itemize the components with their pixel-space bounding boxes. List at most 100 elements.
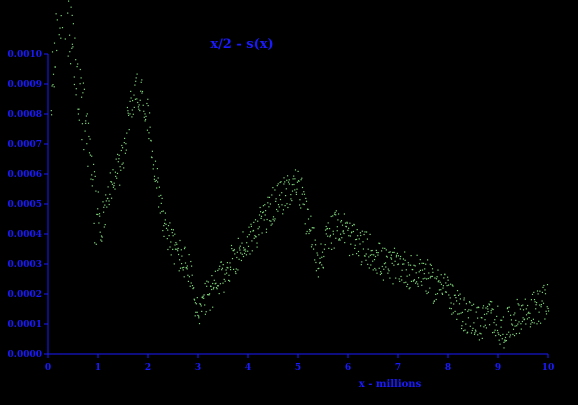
- data-point: [319, 261, 321, 263]
- data-point: [407, 283, 409, 285]
- data-point: [540, 322, 542, 324]
- data-point: [125, 143, 127, 145]
- data-point: [281, 192, 283, 194]
- data-point: [320, 243, 322, 245]
- data-point: [119, 184, 121, 186]
- data-point: [507, 307, 509, 309]
- data-point: [250, 225, 252, 227]
- data-point: [245, 254, 247, 256]
- data-point: [499, 343, 501, 345]
- data-point: [309, 230, 311, 232]
- data-point: [215, 287, 217, 289]
- y-tick-label: 0.0009: [8, 80, 42, 90]
- data-point: [429, 287, 431, 289]
- data-point: [265, 210, 267, 212]
- data-point: [531, 293, 534, 295]
- data-point: [151, 150, 153, 152]
- data-point: [141, 79, 143, 81]
- data-point: [329, 236, 331, 238]
- data-point: [432, 302, 434, 304]
- y-tick-label: 0.0006: [8, 170, 42, 180]
- data-point: [410, 264, 412, 266]
- data-point: [93, 171, 96, 173]
- data-point: [248, 226, 250, 228]
- data-point: [443, 277, 445, 279]
- data-point: [85, 120, 87, 122]
- data-point: [268, 196, 271, 198]
- data-point: [277, 183, 279, 185]
- data-point: [491, 301, 493, 303]
- data-point: [407, 262, 409, 264]
- data-point: [247, 245, 250, 247]
- data-point: [273, 220, 275, 222]
- data-point: [441, 293, 444, 295]
- data-point: [212, 288, 215, 290]
- data-point: [518, 332, 521, 334]
- data-point: [321, 264, 323, 266]
- data-point: [259, 206, 261, 209]
- data-point: [99, 215, 101, 217]
- data-point: [545, 310, 547, 312]
- data-point: [382, 247, 384, 249]
- data-point: [287, 181, 290, 183]
- data-point: [330, 242, 332, 244]
- data-point: [198, 317, 200, 319]
- data-point: [297, 170, 299, 172]
- data-point: [330, 215, 332, 218]
- data-point: [356, 238, 358, 240]
- data-point: [487, 308, 489, 310]
- data-point: [528, 311, 530, 313]
- data-point: [116, 172, 119, 174]
- data-point: [424, 268, 426, 270]
- data-point: [194, 299, 196, 301]
- data-point: [107, 197, 109, 199]
- data-point: [264, 214, 266, 216]
- data-point: [261, 232, 263, 234]
- data-point: [166, 238, 168, 240]
- data-point: [503, 341, 505, 343]
- data-point: [254, 235, 256, 237]
- y-tick-label: 0.0001: [8, 320, 42, 330]
- data-point: [129, 100, 131, 102]
- data-point: [97, 191, 99, 193]
- data-point: [315, 261, 317, 264]
- data-point: [144, 120, 146, 122]
- data-point: [138, 104, 140, 106]
- data-point: [421, 284, 423, 286]
- data-point: [359, 232, 361, 234]
- data-point: [285, 195, 287, 197]
- data-point: [336, 230, 338, 232]
- data-point: [161, 197, 163, 199]
- data-point: [91, 185, 93, 187]
- data-point: [181, 263, 183, 265]
- data-point: [354, 247, 356, 249]
- data-point: [340, 233, 342, 235]
- data-point: [380, 272, 383, 274]
- data-point: [410, 280, 412, 282]
- data-point: [465, 323, 467, 325]
- data-point: [100, 235, 103, 237]
- data-point: [389, 277, 391, 279]
- data-point: [403, 263, 405, 265]
- data-point: [150, 140, 152, 142]
- data-point: [437, 281, 439, 283]
- data-point: [307, 218, 310, 220]
- data-point: [249, 253, 251, 255]
- data-point: [125, 149, 127, 151]
- data-point: [262, 211, 265, 213]
- data-point: [228, 279, 230, 281]
- data-point: [138, 108, 140, 110]
- data-point: [167, 225, 170, 227]
- data-point: [383, 263, 385, 265]
- data-point: [246, 236, 248, 238]
- data-point: [167, 248, 169, 251]
- data-point: [520, 323, 522, 325]
- data-point: [370, 250, 372, 252]
- data-point: [542, 302, 545, 304]
- data-point: [351, 225, 353, 227]
- data-point: [370, 264, 372, 266]
- data-point: [67, 12, 69, 14]
- data-point: [267, 196, 269, 198]
- data-point: [484, 324, 486, 326]
